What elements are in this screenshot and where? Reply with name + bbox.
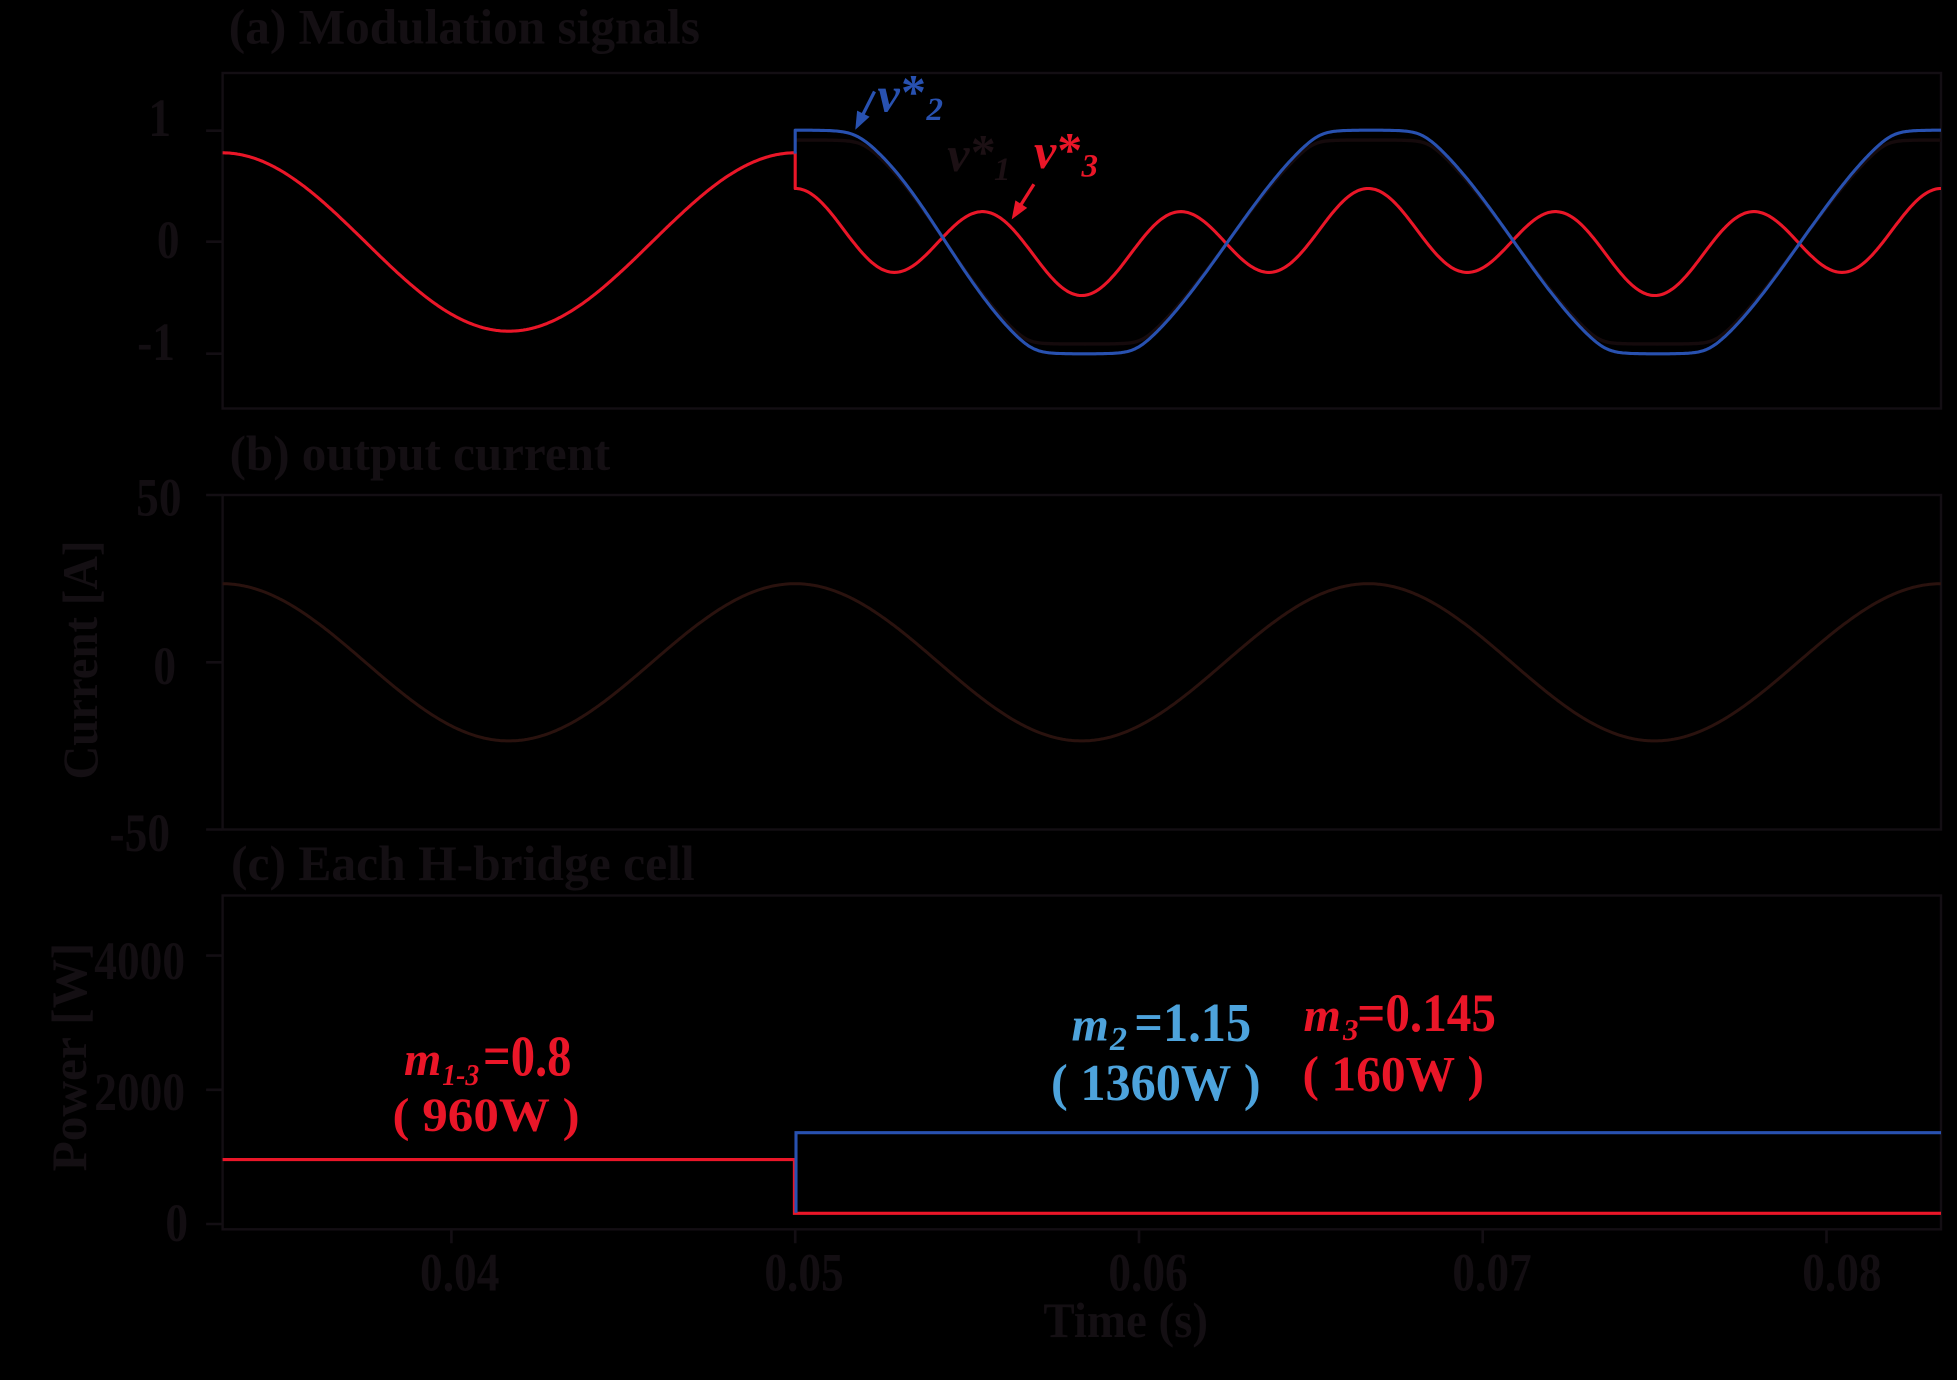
svg-text:1: 1 (148, 88, 171, 148)
svg-text:4000: 4000 (94, 931, 185, 991)
svg-text:v: v (1034, 123, 1057, 179)
svg-text:*: * (971, 124, 996, 180)
svg-text:1-3: 1-3 (442, 1059, 479, 1093)
svg-text:2: 2 (1109, 1021, 1127, 1058)
svg-text:0.08: 0.08 (1802, 1243, 1881, 1303)
svg-text:3: 3 (1342, 1012, 1359, 1047)
svg-text:( 160W ): ( 160W ) (1303, 1046, 1484, 1101)
svg-text:2: 2 (926, 92, 944, 128)
svg-text:=0.8: =0.8 (483, 1026, 571, 1088)
svg-text:*: * (901, 63, 926, 119)
svg-text:*: * (1057, 122, 1082, 178)
svg-text:1: 1 (994, 152, 1011, 188)
svg-text:Time (s): Time (s) (1043, 1294, 1208, 1349)
svg-text:0: 0 (165, 1193, 188, 1253)
svg-text:Power [W]: Power [W] (42, 943, 97, 1172)
svg-text:=0.145: =0.145 (1357, 984, 1496, 1044)
svg-text:-50: -50 (110, 803, 170, 863)
svg-text:3: 3 (1081, 149, 1099, 185)
svg-text:0.05: 0.05 (764, 1243, 843, 1303)
svg-text:( 960W ): ( 960W ) (393, 1088, 580, 1141)
svg-text:m: m (1072, 999, 1109, 1052)
svg-text:0: 0 (157, 210, 180, 270)
svg-text:50: 50 (136, 468, 181, 528)
svg-text:-1: -1 (137, 312, 175, 372)
svg-text:v: v (947, 126, 970, 182)
svg-text:0.06: 0.06 (1108, 1243, 1187, 1303)
svg-text:(b) output current: (b) output current (230, 426, 611, 482)
svg-text:0: 0 (153, 636, 176, 696)
svg-text:v: v (878, 67, 901, 123)
svg-text:0.07: 0.07 (1452, 1243, 1531, 1303)
svg-text:0.04: 0.04 (420, 1243, 499, 1303)
svg-text:( 1360W ): ( 1360W ) (1051, 1054, 1261, 1112)
svg-text:(c) Each H-bridge cell: (c) Each H-bridge cell (231, 836, 695, 891)
svg-text:2000: 2000 (94, 1062, 185, 1122)
svg-text:=1.15: =1.15 (1134, 993, 1251, 1053)
svg-text:m: m (1304, 989, 1341, 1042)
svg-text:m: m (404, 1033, 441, 1086)
svg-text:(a) Modulation signals: (a) Modulation signals (229, 0, 700, 54)
svg-text:Current [A]: Current [A] (54, 540, 109, 779)
